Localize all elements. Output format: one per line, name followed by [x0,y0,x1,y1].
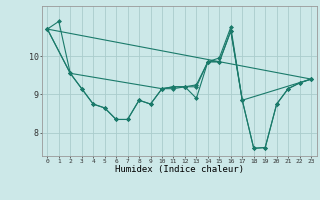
X-axis label: Humidex (Indice chaleur): Humidex (Indice chaleur) [115,165,244,174]
